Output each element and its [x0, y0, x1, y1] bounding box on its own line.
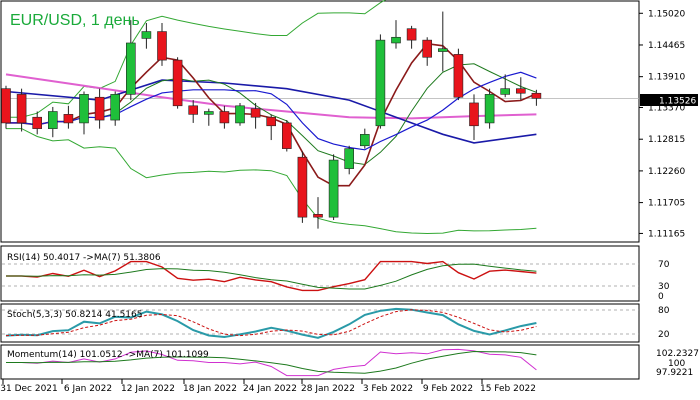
- candle-body: [344, 148, 355, 169]
- x-tick-label: 9 Feb 2022: [423, 384, 473, 394]
- x-tick-label: 31 Dec 2021: [0, 384, 58, 394]
- y-tick-label: 1.14465: [648, 41, 685, 51]
- candle-body: [157, 31, 167, 61]
- candle-body: [422, 39, 433, 58]
- candle-body: [235, 105, 245, 124]
- bollinger-lower: [6, 128, 537, 235]
- indicator-level-label: 80: [658, 306, 670, 316]
- candle-body: [297, 156, 308, 218]
- x-tick-label: 24 Jan 2022: [243, 384, 297, 394]
- current-price-tag: 1.13526: [659, 97, 696, 107]
- momentum-line: [6, 348, 537, 377]
- indicator-level-label: 0: [658, 292, 664, 302]
- y-tick-label: 1.12260: [648, 167, 685, 177]
- candle-body: [16, 94, 27, 124]
- candle-body: [406, 28, 417, 41]
- stoch-d-line: [5, 309, 537, 337]
- x-tick-label: 15 Feb 2022: [480, 384, 536, 394]
- ma-pink: [5, 73, 537, 120]
- x-tick-label: 12 Jan 2022: [121, 384, 175, 394]
- y-tick-label: 1.11705: [648, 199, 685, 209]
- candle-body: [437, 48, 448, 52]
- indicator-level-label: 20: [658, 330, 670, 340]
- current-price-tag-bg: [640, 94, 698, 106]
- candle-body: [266, 116, 277, 127]
- x-tick-label: 18 Jan 2022: [183, 384, 237, 394]
- candle-body: [32, 116, 43, 129]
- candle-body: [63, 114, 74, 124]
- x-tick-label: 3 Feb 2022: [363, 384, 413, 394]
- candle-body: [391, 36, 401, 44]
- y-tick-label: 1.12815: [648, 135, 685, 145]
- y-tick-label: 1.11165: [648, 229, 685, 239]
- momentum-ma-line: [6, 350, 537, 374]
- candle-body: [500, 88, 511, 95]
- x-tick-label: 6 Jan 2022: [64, 384, 112, 394]
- candle-body: [188, 105, 198, 115]
- stoch-label: Stoch(5,3,3) 50.8214 41.5165: [7, 310, 142, 320]
- candle-body: [204, 111, 214, 115]
- candle-body: [126, 42, 136, 95]
- candle-body: [359, 134, 370, 147]
- candle-body: [531, 92, 542, 99]
- candle-body: [219, 111, 230, 124]
- candle-body: [110, 94, 120, 121]
- y-tick-label: 1.15020: [648, 9, 685, 19]
- candle-body: [1, 88, 11, 124]
- candle-body: [172, 59, 183, 107]
- indicator-level-label: 102.2327: [656, 349, 699, 359]
- momentum-label: Momentum(14) 101.0512 ->MA(7) 101.1099: [7, 350, 209, 360]
- indicator-level-label: 97.9221: [656, 368, 693, 378]
- y-tick-label: 1.13370: [648, 104, 685, 114]
- ma-blue: [6, 71, 537, 151]
- candle-body: [141, 31, 152, 39]
- candle-body: [313, 214, 323, 218]
- candle-body: [469, 102, 479, 127]
- candle-body: [484, 94, 495, 124]
- rsi-label: RSI(14) 50.4017 ->MA(7) 51.3806: [7, 253, 161, 263]
- indicator-level-label: 100: [668, 359, 685, 369]
- rsi-ma-line: [6, 263, 537, 290]
- y-tick-label: 1.13910: [648, 73, 685, 83]
- indicator-level-label: 70: [658, 260, 670, 270]
- candle-body: [375, 39, 386, 127]
- candle-body: [79, 94, 89, 124]
- candle-body: [94, 96, 105, 121]
- candle-body: [328, 159, 339, 218]
- chart-title: EUR/USD, 1 день: [10, 12, 140, 29]
- stoch-k-line: [5, 307, 537, 339]
- main-panel-frame: [0, 0, 640, 243]
- candle-body: [250, 108, 261, 118]
- candle-body: [281, 122, 292, 149]
- x-tick-label: 28 Jan 2022: [301, 384, 355, 394]
- candle-body: [47, 111, 58, 129]
- indicator-level-label: 30: [658, 282, 670, 292]
- candle-body: [515, 88, 526, 94]
- candle-body: [453, 54, 464, 98]
